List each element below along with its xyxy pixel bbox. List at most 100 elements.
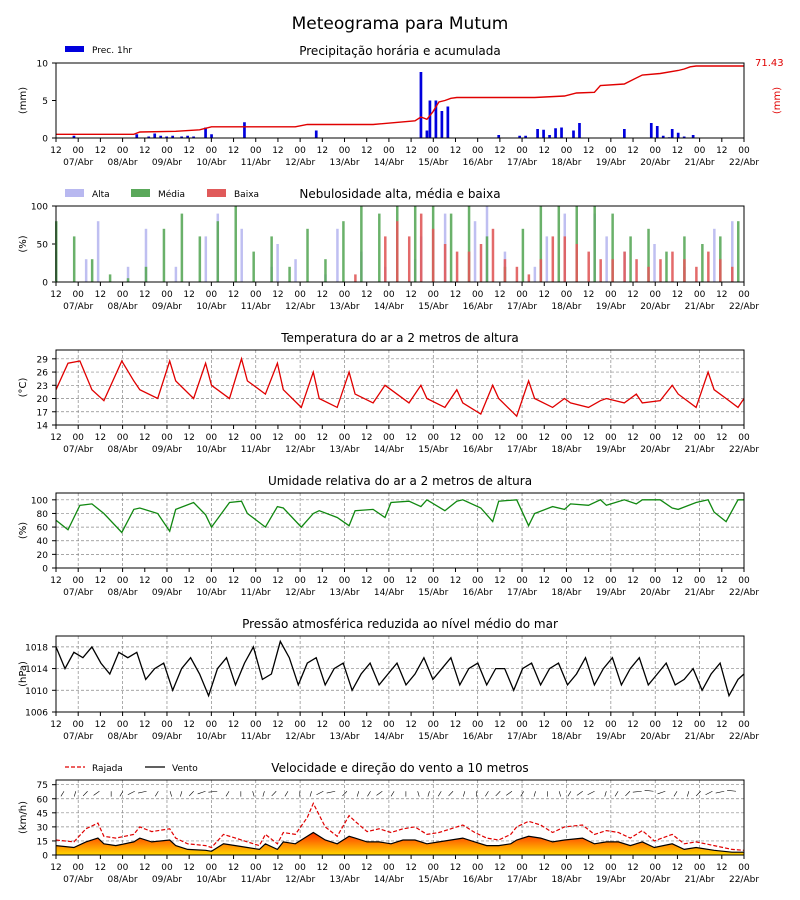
wind-direction-arrow xyxy=(657,790,666,795)
temperature-xtick-label: 00 xyxy=(649,433,661,443)
precip-xtick-label: 00 xyxy=(605,146,617,156)
humidity-xtick-label: 00 xyxy=(516,576,528,586)
precip-bar xyxy=(434,100,438,138)
cloud-low-bar xyxy=(551,236,555,282)
temperature-ytick-label: 20 xyxy=(37,395,49,405)
cloud-legend-label: Baixa xyxy=(234,190,259,200)
precip-day-label: 17/Abr xyxy=(507,158,537,168)
temperature-day-label: 18/Abr xyxy=(551,445,581,455)
precip-bar xyxy=(186,135,189,138)
cloud-high-bar xyxy=(126,266,130,282)
precip-bar xyxy=(623,129,626,138)
pressure-xtick-label: 00 xyxy=(383,720,395,730)
wind-xtick-label: 00 xyxy=(250,863,262,873)
cloud-xtick-label: 12 xyxy=(716,290,727,300)
humidity-xtick-label: 12 xyxy=(272,576,283,586)
cloud-high-bar xyxy=(240,228,243,282)
pressure-xtick-label: 12 xyxy=(450,720,461,730)
temperature-xtick-label: 12 xyxy=(95,433,106,443)
cloud-xtick-label: 12 xyxy=(583,290,594,300)
wind-direction-arrow xyxy=(390,791,395,797)
precip-xtick-label: 12 xyxy=(361,146,372,156)
cloud-day-label: 12/Abr xyxy=(285,302,315,312)
precip-ytick-label: 0 xyxy=(42,135,48,145)
precip-xtick-label: 12 xyxy=(95,146,106,156)
pressure-day-label: 22/Abr xyxy=(729,732,759,742)
precip-bar xyxy=(171,135,175,138)
precip-bar xyxy=(691,135,695,138)
precip-ytick-label: 10 xyxy=(37,60,49,70)
humidity-day-label: 08/Abr xyxy=(108,588,138,598)
pressure-day-label: 17/Abr xyxy=(507,732,537,742)
precip-bar xyxy=(682,136,686,138)
wind-xtick-label: 00 xyxy=(516,863,528,873)
wind-direction-arrow xyxy=(376,791,383,796)
wind-direction-arrow xyxy=(437,791,442,797)
cloud-high-bar xyxy=(84,259,88,282)
cloud-mid-bar xyxy=(90,259,94,282)
humidity-day-label: 22/Abr xyxy=(729,588,759,598)
cloud-low-bar xyxy=(659,259,662,282)
precip-bar xyxy=(560,127,563,138)
humidity-day-label: 20/Abr xyxy=(640,588,670,598)
precip-xtick-label: 12 xyxy=(583,146,594,156)
wind-direction-arrow xyxy=(326,790,336,794)
precip-xtick-label: 12 xyxy=(627,146,638,156)
pressure-xtick-label: 12 xyxy=(583,720,594,730)
humidity-xtick-label: 12 xyxy=(494,576,505,586)
pressure-xtick-label: 00 xyxy=(339,720,351,730)
cloud-mid-bar xyxy=(324,259,327,282)
wind-direction-arrow xyxy=(506,791,513,796)
wind-day-label: 12/Abr xyxy=(285,875,315,885)
humidity-xtick-label: 12 xyxy=(539,576,550,586)
cloud-xtick-label: 12 xyxy=(139,290,150,300)
cloud-low-bar xyxy=(707,251,710,282)
pressure-xtick-label: 12 xyxy=(539,720,550,730)
temperature-ytick-label: 14 xyxy=(37,422,49,432)
pressure-day-label: 19/Abr xyxy=(596,732,626,742)
cloud-mid-bar xyxy=(737,221,740,282)
precip-xtick-label: 00 xyxy=(472,146,484,156)
temperature-xtick-label: 12 xyxy=(583,433,594,443)
cloud-mid-bar xyxy=(539,206,543,282)
humidity-ytick-label: 80 xyxy=(37,510,49,520)
cloud-mid-bar xyxy=(557,206,561,282)
wind-ytick-label: 75 xyxy=(37,781,48,791)
temperature-xtick-label: 00 xyxy=(72,433,84,443)
precip-xtick-label: 12 xyxy=(494,146,505,156)
temperature-xtick-label: 00 xyxy=(117,433,129,443)
cloud-ytick-label: 50 xyxy=(37,241,49,251)
pressure-xtick-label: 12 xyxy=(627,720,638,730)
cloud-high-bar xyxy=(545,236,549,282)
humidity-xtick-label: 12 xyxy=(95,576,106,586)
cloud-high-bar xyxy=(144,228,148,282)
cloud-low-bar xyxy=(623,251,626,282)
cloud-day-label: 10/Abr xyxy=(196,302,226,312)
precip-xtick-label: 12 xyxy=(272,146,283,156)
wind-direction-arrow xyxy=(614,791,619,797)
cloud-low-bar xyxy=(419,213,423,282)
precip-xtick-label: 00 xyxy=(694,146,706,156)
pressure-day-label: 15/Abr xyxy=(418,732,448,742)
humidity-day-label: 19/Abr xyxy=(596,588,626,598)
pressure-xtick-label: 00 xyxy=(250,720,262,730)
cloud-low-bar xyxy=(396,221,399,282)
wind-direction-arrow xyxy=(225,791,230,797)
pressure-xtick-label: 00 xyxy=(161,720,173,730)
pressure-ytick-label: 1014 xyxy=(25,665,48,675)
cloud-xtick-label: 12 xyxy=(405,290,416,300)
pressure-panel: Pressão atmosférica reduzida ao nível mé… xyxy=(18,617,759,742)
wind-direction-arrow xyxy=(695,791,701,797)
humidity-xtick-label: 00 xyxy=(649,576,661,586)
humidity-xtick-label: 12 xyxy=(405,576,416,586)
pressure-xtick-label: 12 xyxy=(272,720,283,730)
precip-xtick-label: 00 xyxy=(250,146,262,156)
wind-direction-arrow xyxy=(197,790,206,795)
precip-day-label: 22/Abr xyxy=(729,158,759,168)
wind-direction-arrow xyxy=(495,791,501,797)
wind-direction-arrow xyxy=(367,791,371,797)
cloud-low-bar xyxy=(575,244,578,282)
temperature-day-label: 11/Abr xyxy=(241,445,271,455)
cloud-xtick-label: 00 xyxy=(250,290,262,300)
precip-bar xyxy=(497,135,501,138)
